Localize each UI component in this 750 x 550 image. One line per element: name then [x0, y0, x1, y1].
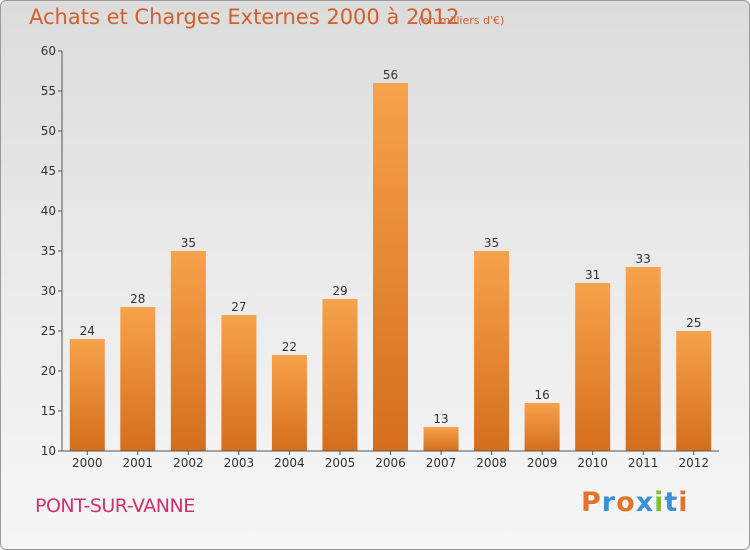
brand-letter: o	[616, 487, 636, 518]
data-label: 29	[332, 284, 347, 298]
brand-letter: t	[664, 487, 679, 518]
y-tick-label: 30	[41, 284, 56, 298]
brand-letter: x	[635, 487, 655, 518]
chart-subtitle: (en milliers d'€)	[418, 14, 505, 27]
x-tick-label: 2003	[224, 456, 255, 470]
brand-letter: P	[581, 487, 602, 518]
bar-2012	[676, 331, 712, 451]
bar-2001	[120, 307, 156, 451]
bar-2011	[625, 267, 661, 451]
bar-2002	[170, 251, 206, 451]
data-label: 16	[534, 388, 549, 402]
bar-2007	[423, 427, 459, 451]
x-tick-label: 2002	[173, 456, 204, 470]
data-label: 13	[433, 412, 448, 426]
bar-2010	[575, 283, 611, 451]
x-tick-label: 2012	[678, 456, 709, 470]
y-tick-label: 20	[41, 364, 56, 378]
data-label: 35	[484, 236, 499, 250]
y-tick-label: 35	[41, 244, 56, 258]
y-tick-label: 45	[41, 164, 56, 178]
place-name: PONT-SUR-VANNE	[35, 495, 195, 517]
brand-letter: i	[678, 487, 689, 518]
x-tick-label: 2006	[375, 456, 406, 470]
data-label: 27	[231, 300, 246, 314]
y-tick-label: 40	[41, 204, 56, 218]
y-tick-label: 55	[41, 84, 56, 98]
x-tick-label: 2005	[325, 456, 356, 470]
data-label: 22	[282, 340, 297, 354]
y-tick-label: 25	[41, 324, 56, 338]
x-tick-label: 2008	[476, 456, 507, 470]
bar-2000	[69, 339, 105, 451]
bar-2003	[221, 315, 257, 451]
data-label: 56	[383, 68, 398, 82]
y-tick-label: 10	[41, 444, 56, 458]
brand-letter: r	[601, 487, 617, 518]
chart-title: Achats et Charges Externes 2000 à 2012	[29, 5, 460, 29]
x-tick-label: 2009	[527, 456, 558, 470]
axes-group: 10 15 20 25 30 35 40 45 50 55 60 2000 2001 2002 2003 20…	[41, 44, 719, 470]
y-tick-label: 50	[41, 124, 56, 138]
bar-2006	[373, 83, 408, 451]
x-tick-label: 2000	[72, 456, 103, 470]
bar-2005	[322, 299, 358, 451]
data-label: 31	[585, 268, 600, 282]
x-tick-label: 2007	[426, 456, 457, 470]
bars-group: 24 28 35 27 22 29 56 13 35 16 31 33 25	[69, 68, 712, 451]
data-label: 28	[130, 292, 145, 306]
x-tick-label: 2011	[628, 456, 659, 470]
x-tick-label: 2001	[123, 456, 154, 470]
data-label: 35	[181, 236, 196, 250]
data-label: 33	[636, 252, 651, 266]
y-tick-label: 60	[41, 44, 56, 58]
y-tick-label: 15	[41, 404, 56, 418]
brand-logo: Proxiti	[581, 487, 689, 518]
x-tick-label: 2004	[274, 456, 305, 470]
bar-2009	[524, 403, 560, 451]
data-label: 24	[80, 324, 95, 338]
brand-letter: i	[654, 487, 665, 518]
bar-2008	[474, 251, 510, 451]
x-tick-label: 2010	[577, 456, 608, 470]
data-label: 25	[686, 316, 701, 330]
bar-2004	[271, 355, 307, 451]
